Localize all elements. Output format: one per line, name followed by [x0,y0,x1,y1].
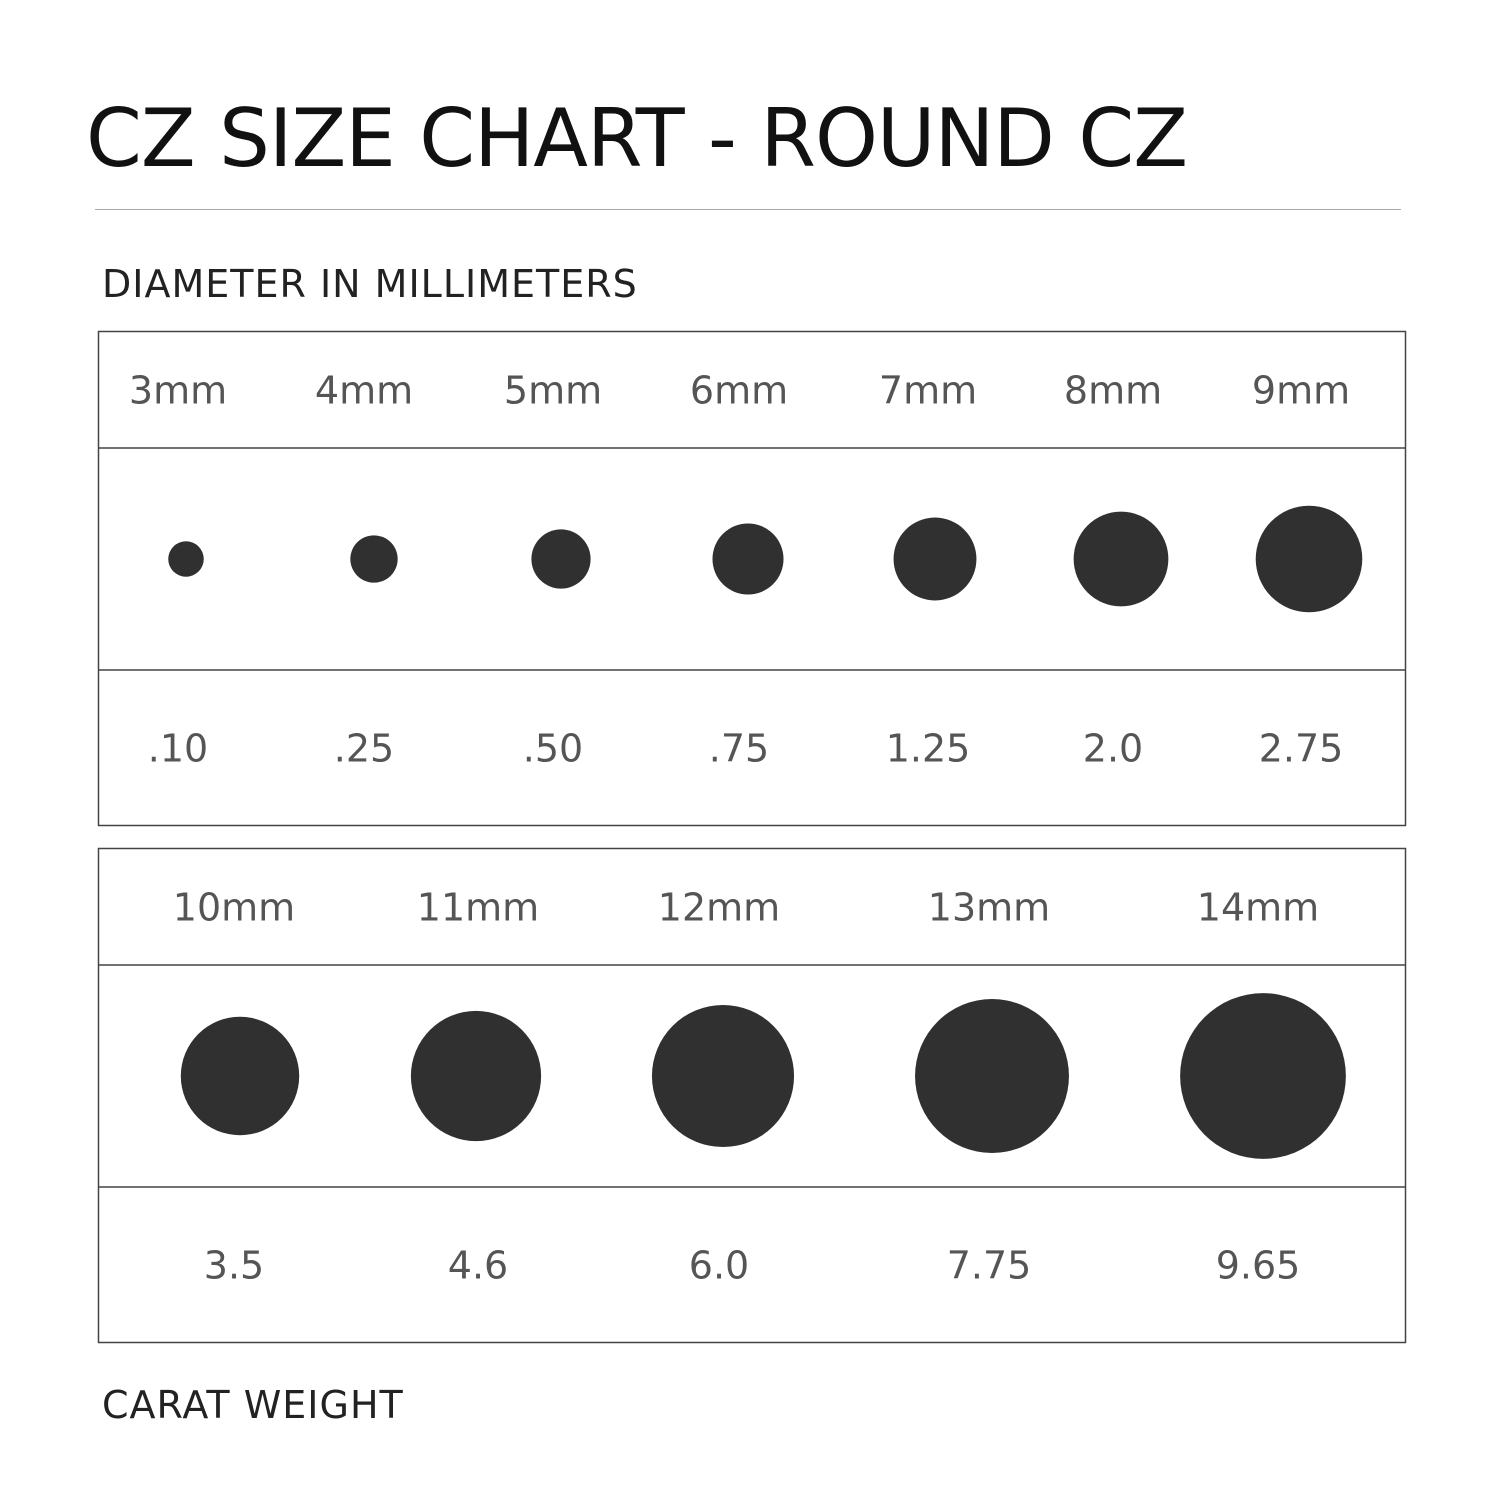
carat-value: 4.6 [448,1244,508,1288]
size-label: 10mm [173,886,295,930]
table-border [97,330,1407,827]
carat-value: 2.0 [1083,727,1143,771]
size-label: 5mm [504,369,602,413]
stone-circle [893,517,977,601]
carat-value: 9.65 [1216,1244,1301,1288]
carat-value: 7.75 [947,1244,1032,1288]
size-label: 12mm [658,886,780,930]
carat-value: 1.25 [886,727,971,771]
carat-value: 6.0 [689,1244,749,1288]
stone-circle [168,541,204,577]
carat-value: .75 [709,727,769,771]
carat-weight-label: CARAT WEIGHT [102,1383,404,1427]
carat-value: 3.5 [204,1244,264,1288]
diameter-label: DIAMETER IN MILLIMETERS [102,262,638,306]
title-divider [95,209,1401,210]
size-label: 8mm [1064,369,1162,413]
carat-value: 2.75 [1259,727,1344,771]
table-border [97,847,1407,1344]
stone-circle [531,529,591,589]
size-label: 7mm [879,369,977,413]
stone-circle [350,535,398,583]
size-label: 9mm [1252,369,1350,413]
size-label: 11mm [417,886,539,930]
stone-circle [651,1004,795,1148]
size-label: 4mm [315,369,413,413]
carat-value: .10 [148,727,208,771]
carat-value: .25 [334,727,394,771]
stone-circle [1180,993,1346,1159]
size-label: 14mm [1197,886,1319,930]
stone-circle [410,1010,542,1142]
carat-value: .50 [523,727,583,771]
stone-circle [180,1016,300,1136]
stone-circle [1255,505,1363,613]
stone-circle [1073,511,1169,607]
size-label: 3mm [129,369,227,413]
size-label: 13mm [928,886,1050,930]
stone-circle [915,999,1069,1153]
stone-circle [712,523,784,595]
page-title: CZ SIZE CHART - ROUND CZ [86,92,1188,185]
size-label: 6mm [690,369,788,413]
